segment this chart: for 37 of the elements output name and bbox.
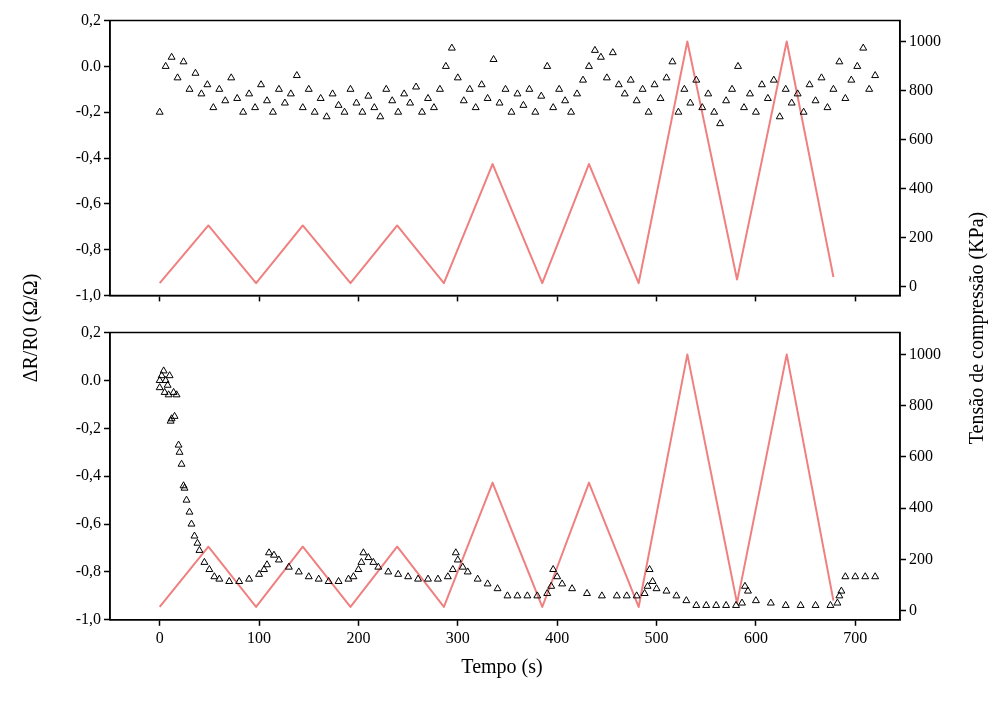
y-tick-label: 0,2	[81, 322, 101, 340]
y2-tick-label: 600	[909, 447, 933, 465]
x-tick-label: 300	[445, 628, 470, 646]
x-tick-label: 400	[545, 628, 570, 646]
y-tick-label: -0,4	[75, 466, 101, 484]
y2-tick-label: 200	[909, 549, 933, 567]
y-tick-label: -1,0	[75, 285, 101, 303]
y2-tick-label: 800	[909, 395, 933, 413]
y-tick-label: -0,2	[75, 418, 101, 436]
x-tick-label: 600	[743, 628, 768, 646]
y-tick-label: -0,8	[75, 562, 101, 580]
y2-tick-label: 0	[909, 277, 917, 295]
y-tick-label: 0,2	[81, 10, 101, 28]
x-tick-label: 200	[346, 628, 371, 646]
y2-tick-label: 600	[909, 129, 933, 147]
y2-tick-label: 1000	[909, 344, 941, 362]
y2-tick-label: 200	[909, 227, 933, 245]
y-tick-label: -0,2	[75, 102, 101, 120]
y-axis-title: ΔR/R0 (Ω/Ω)	[18, 273, 42, 383]
y-tick-label: 0.0	[81, 370, 101, 388]
y2-tick-label: 400	[909, 498, 933, 516]
x-tick-label: 700	[843, 628, 868, 646]
y2-tick-label: 400	[909, 178, 933, 196]
y2-axis-title: Tensão de compressão (KPa)	[964, 211, 988, 445]
y2-tick-label: 0	[909, 601, 917, 619]
y-tick-label: 0.0	[81, 56, 101, 74]
y-tick-label: -0,8	[75, 239, 101, 257]
y-tick-label: -0,6	[75, 514, 101, 532]
y-tick-label: -1,0	[75, 610, 101, 627]
x-tick-label: 500	[644, 628, 669, 646]
y-tick-label: -0,6	[75, 194, 101, 211]
y-tick-label: -0,4	[75, 148, 101, 166]
x-tick-label: 100	[247, 628, 272, 646]
y2-tick-label: 800	[909, 80, 933, 98]
y2-tick-label: 1000	[909, 31, 941, 49]
x-axis-title: Tempo (s)	[460, 655, 544, 678]
x-tick-label: 0	[155, 628, 164, 646]
